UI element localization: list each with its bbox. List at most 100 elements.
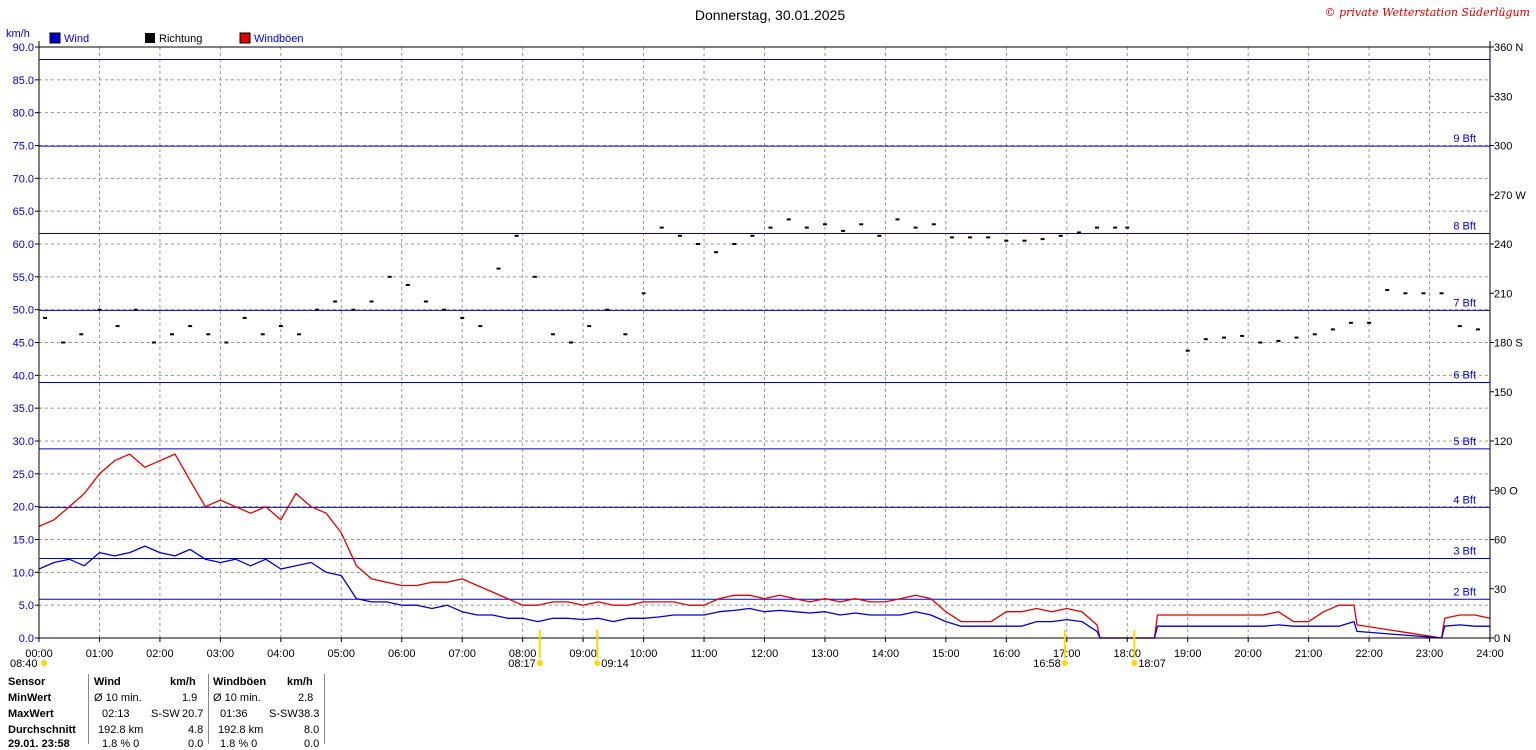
direction-point bbox=[1348, 321, 1353, 324]
legend-direction-label: Richtung bbox=[159, 33, 202, 45]
direction-point bbox=[61, 341, 66, 344]
direction-point bbox=[405, 284, 410, 286]
direction-points bbox=[43, 218, 1480, 352]
direction-point bbox=[1185, 349, 1190, 352]
y-tick-label: 75.0 bbox=[13, 141, 34, 153]
stats-divider bbox=[88, 674, 89, 744]
x-tick-label: 02:00 bbox=[146, 648, 174, 660]
y-tick-label: 15.0 bbox=[13, 535, 34, 547]
direction-point bbox=[677, 234, 682, 237]
direction-point bbox=[859, 223, 864, 226]
x-tick-label: 20:00 bbox=[1234, 648, 1262, 660]
stats-row-label: MinWert bbox=[8, 692, 52, 704]
direction-point bbox=[278, 325, 283, 328]
y-tick-label: 80.0 bbox=[13, 108, 34, 120]
sun-icon bbox=[1061, 660, 1068, 666]
direction-point bbox=[1312, 333, 1317, 336]
y-tick-label: 65.0 bbox=[13, 206, 34, 218]
y2-tick-label: 240 bbox=[1494, 239, 1512, 251]
direction-point bbox=[496, 267, 501, 270]
stats-direction: S-SW bbox=[269, 708, 298, 720]
legend-direction-swatch bbox=[145, 33, 155, 43]
direction-point bbox=[877, 234, 882, 237]
direction-point bbox=[1076, 231, 1081, 234]
series-line-wind bbox=[38, 545, 1490, 639]
direction-point bbox=[1403, 292, 1408, 295]
direction-point bbox=[1113, 226, 1118, 229]
stats-row-label: Durchschnitt bbox=[8, 724, 76, 736]
beaufort-label: 7 Bft bbox=[1453, 297, 1476, 309]
y2-tick-label: 60 bbox=[1494, 535, 1506, 547]
x-tick-label: 11:00 bbox=[691, 648, 718, 660]
direction-point bbox=[532, 275, 537, 278]
y-tick-label: 25.0 bbox=[13, 469, 34, 481]
direction-point bbox=[442, 308, 447, 311]
direction-point bbox=[1294, 336, 1299, 339]
chart-axes bbox=[38, 41, 1491, 639]
stats-cell: 192.8 km bbox=[98, 724, 144, 736]
sun-event-label: 09:14 bbox=[601, 658, 629, 670]
direction-point bbox=[1222, 336, 1226, 339]
direction-point bbox=[224, 341, 229, 344]
stats-cell: Ø 10 min. bbox=[213, 692, 261, 704]
chart-title: Donnerstag, 30.01.2025 bbox=[695, 7, 845, 23]
sun-icon bbox=[1131, 660, 1138, 666]
x-tick-label: 18:00 bbox=[1113, 648, 1141, 660]
sun-icon bbox=[41, 660, 47, 666]
direction-point bbox=[623, 333, 628, 336]
direction-point bbox=[1240, 334, 1245, 337]
direction-point bbox=[1367, 321, 1372, 324]
direction-point bbox=[387, 275, 392, 278]
x-tick-label: 05:00 bbox=[328, 648, 356, 660]
stats-cell: Ø 10 min. bbox=[94, 692, 142, 704]
beaufort-label: 4 Bft bbox=[1453, 494, 1476, 506]
stats-unit-header: km/h bbox=[170, 676, 196, 688]
legend-wind-swatch bbox=[49, 32, 61, 44]
direction-point bbox=[750, 234, 755, 237]
series-line-gusts bbox=[38, 453, 1491, 639]
direction-point bbox=[569, 341, 573, 344]
legend-gusts-swatch bbox=[239, 32, 251, 44]
x-tick-label: 07:00 bbox=[448, 648, 476, 660]
direction-point bbox=[986, 236, 991, 239]
x-tick-label: 10:00 bbox=[630, 648, 658, 660]
copyright-text: © private Wetterstation Süderlügum bbox=[1325, 6, 1530, 19]
y-tick-label: 85.0 bbox=[13, 75, 34, 87]
direction-point bbox=[478, 325, 483, 328]
direction-point bbox=[968, 236, 973, 239]
direction-point bbox=[514, 234, 519, 237]
y-tick-label: 60.0 bbox=[13, 239, 34, 251]
sun-icon bbox=[536, 660, 543, 666]
x-tick-label: 23:00 bbox=[1416, 648, 1444, 660]
direction-point bbox=[170, 333, 174, 336]
beaufort-label: 8 Bft bbox=[1453, 220, 1476, 232]
direction-point bbox=[1004, 239, 1009, 242]
direction-point bbox=[913, 226, 918, 229]
stats-wind-header: Wind bbox=[94, 676, 121, 688]
legend-gusts-label: Windböen bbox=[254, 33, 304, 45]
direction-point bbox=[369, 300, 374, 303]
y-tick-label: 35.0 bbox=[13, 403, 34, 415]
direction-point bbox=[804, 226, 809, 229]
direction-point bbox=[1095, 226, 1099, 229]
x-tick-label: 17:00 bbox=[1053, 648, 1081, 660]
direction-point bbox=[550, 333, 555, 336]
stats-value: 38.3 bbox=[298, 708, 320, 720]
direction-point bbox=[823, 223, 827, 226]
y2-axis-ticks: 0 N 30 60 90 O 120 150 180 S 210 240 270 W 300 330 3… bbox=[1490, 42, 1526, 645]
direction-point bbox=[786, 218, 791, 221]
beaufort-label: 3 Bft bbox=[1453, 546, 1476, 558]
direction-point bbox=[659, 226, 664, 229]
stats-value: 20.7 bbox=[182, 708, 204, 720]
beaufort-label: 2 Bft bbox=[1453, 586, 1476, 598]
direction-point bbox=[460, 316, 465, 319]
y-tick-label: 30.0 bbox=[13, 436, 34, 448]
stats-gusts-header: Windböen bbox=[213, 676, 267, 688]
y-tick-label: 40.0 bbox=[13, 370, 34, 382]
direction-point bbox=[931, 223, 936, 226]
direction-point bbox=[1276, 339, 1281, 342]
y2-tick-label: 180 S bbox=[1494, 338, 1523, 350]
y2-tick-label: 360 N bbox=[1494, 42, 1523, 54]
direction-point bbox=[333, 300, 338, 303]
